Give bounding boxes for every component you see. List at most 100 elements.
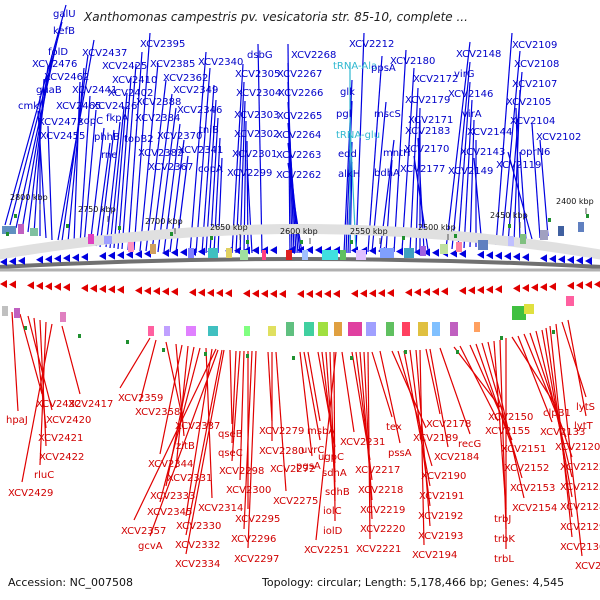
reverse-gene-label[interactable]: XCV2150 (488, 412, 533, 423)
forward-gene-label[interactable]: tniB (199, 125, 219, 136)
forward-gene-label[interactable]: XCV2171 (408, 115, 453, 126)
forward-gene-label[interactable]: XCV2472 (38, 117, 83, 128)
forward-gene-label[interactable]: oprN6 (520, 147, 550, 158)
forward-gene-label[interactable]: XCV2346 (177, 105, 222, 116)
forward-gene-label[interactable]: XCV2395 (140, 39, 185, 50)
forward-gene-label[interactable]: folD (48, 47, 68, 58)
reverse-gene-label[interactable]: XCV2190 (421, 471, 466, 482)
forward-gene-label[interactable]: XCV2212 (349, 39, 394, 50)
forward-gene-label[interactable]: XCV2455 (40, 131, 85, 142)
forward-gene-label[interactable]: XCV2304 (236, 88, 281, 99)
forward-gene-label[interactable]: XCV2367 (148, 162, 193, 173)
reverse-gene-label[interactable]: XCV2298 (219, 466, 264, 477)
reverse-gene-label[interactable]: XCV2279 (259, 426, 304, 437)
reverse-gene-label[interactable]: XCV2220 (360, 524, 405, 535)
reverse-gene-label[interactable]: lytS (576, 402, 595, 413)
reverse-gene-label[interactable]: XCV2359 (118, 393, 163, 404)
reverse-gene-label[interactable]: recG (458, 439, 481, 450)
forward-gene-label[interactable]: XCV2382 (138, 148, 183, 159)
reverse-gene-label[interactable]: XCV2357 (121, 526, 166, 537)
forward-gene-label[interactable]: XCV2149 (448, 166, 493, 177)
reverse-gene-label[interactable]: tex (386, 422, 402, 433)
reverse-gene-label[interactable]: XCV2125 (560, 482, 600, 493)
forward-gene-label[interactable]: XCV2341 (178, 145, 223, 156)
forward-gene-label[interactable]: mntH (383, 148, 411, 159)
forward-gene-label[interactable]: XCV2266 (278, 88, 323, 99)
forward-gene-label[interactable]: XCV2177 (400, 164, 445, 175)
reverse-gene-label[interactable]: XCV2421 (38, 433, 83, 444)
reverse-gene-label[interactable]: qseB (218, 429, 243, 440)
forward-gene-label[interactable]: XCV2107 (512, 79, 557, 90)
forward-gene-label[interactable]: xopC (78, 116, 103, 127)
reverse-gene-label[interactable]: XCV2191 (419, 491, 464, 502)
forward-gene-label[interactable]: XCV2303 (234, 110, 279, 121)
forward-gene-label[interactable]: XCV2402 (108, 88, 153, 99)
forward-gene-label[interactable]: XCV2146 (448, 89, 493, 100)
forward-gene-label[interactable]: fkpA (106, 113, 129, 124)
forward-gene-label[interactable]: XCV2388 (136, 97, 181, 108)
reverse-gene-label[interactable]: lytT (574, 421, 594, 432)
reverse-gene-label[interactable]: XCV2272 (270, 464, 315, 475)
reverse-gene-label[interactable]: sdhB (325, 487, 350, 498)
reverse-gene-label[interactable]: XCV2300 (226, 485, 271, 496)
forward-gene-label[interactable]: galU (53, 9, 76, 20)
forward-gene-label[interactable]: XCV2104 (510, 116, 555, 127)
reverse-gene-label[interactable]: msbA (307, 426, 335, 437)
forward-gene-label[interactable]: XCV2144 (467, 127, 512, 138)
reverse-gene-label[interactable]: XCV2337 (175, 421, 220, 432)
forward-gene-label[interactable]: XCV2183 (405, 126, 450, 137)
forward-gene-label[interactable]: XCV2441 (72, 85, 117, 96)
forward-gene-label[interactable]: dsbG (247, 50, 273, 61)
reverse-gene-label[interactable]: pssA (388, 448, 412, 459)
reverse-gene-label[interactable]: XCV2189 (413, 433, 458, 444)
reverse-gene-label[interactable]: trbJ (494, 514, 511, 525)
forward-gene-label[interactable]: XCV2465 (56, 101, 101, 112)
reverse-gene-label[interactable]: XCV2345 (147, 507, 192, 518)
reverse-gene-label[interactable]: XCV2358 (135, 407, 180, 418)
reverse-gene-label[interactable]: pgsA (296, 461, 321, 472)
forward-gene-label[interactable]: XCV2349 (173, 85, 218, 96)
reverse-gene-label[interactable]: XCV2152 (504, 463, 549, 474)
forward-gene-label[interactable]: XCV2172 (413, 74, 458, 85)
forward-gene-label[interactable]: XCV2362 (163, 73, 208, 84)
reverse-gene-label[interactable]: XCV2184 (434, 452, 479, 463)
reverse-gene-label[interactable]: trbL (494, 554, 514, 565)
forward-gene-label[interactable]: edd (338, 149, 357, 160)
reverse-gene-label[interactable]: iolC (323, 506, 342, 517)
forward-gene-label[interactable]: XCV2180 (390, 56, 435, 67)
reverse-gene-label[interactable]: XCV2344 (148, 459, 193, 470)
forward-gene-label[interactable]: XCV2148 (456, 49, 501, 60)
forward-gene-label[interactable]: glk (340, 87, 355, 98)
forward-gene-label[interactable]: XCV2108 (514, 59, 559, 70)
forward-gene-label[interactable]: alkH (338, 169, 360, 180)
reverse-gene-label[interactable]: XCV2251 (304, 545, 349, 556)
forward-gene-label[interactable]: XCV2410 (112, 75, 157, 86)
forward-gene-label[interactable]: pgl (336, 109, 351, 120)
forward-gene-label[interactable]: cmk (18, 101, 39, 112)
forward-gene-label[interactable]: XCV2462 (44, 72, 89, 83)
forward-gene-label[interactable]: XCV2305 (235, 69, 280, 80)
reverse-gene-label[interactable]: XCV2151 (501, 444, 546, 455)
forward-gene-label[interactable]: XCV2179 (405, 95, 450, 106)
forward-gene-label[interactable]: mscS (374, 109, 401, 120)
forward-gene-label[interactable]: tRNA-Ala (333, 61, 377, 72)
reverse-gene-label[interactable]: XCV2280 (259, 446, 304, 457)
forward-gene-label[interactable]: kefB (53, 26, 75, 37)
forward-gene-label[interactable]: ppsA (371, 63, 396, 74)
reverse-gene-label[interactable]: XCV2420 (46, 415, 91, 426)
forward-gene-label[interactable]: copA (198, 164, 223, 175)
reverse-gene-label[interactable]: XCV2178 (426, 419, 471, 430)
forward-gene-label[interactable]: XCV2109 (512, 40, 557, 51)
forward-gene-label[interactable]: guaB (36, 85, 62, 96)
reverse-gene-label[interactable]: XCV2333 (150, 491, 195, 502)
reverse-gene-label[interactable]: XCV2332 (175, 540, 220, 551)
forward-gene-label[interactable]: XCV2170 (404, 144, 449, 155)
reverse-gene-label[interactable]: XCV2314 (198, 503, 243, 514)
reverse-gene-label[interactable]: trbK (494, 534, 515, 545)
reverse-gene-label[interactable]: uvrC (301, 445, 324, 456)
reverse-gene-label[interactable]: XCV2297 (234, 554, 279, 565)
forward-gene-label[interactable]: XCV2263 (276, 150, 321, 161)
forward-gene-label[interactable]: tRNA-glu (336, 130, 380, 141)
reverse-gene-label[interactable]: XCV2296 (231, 534, 276, 545)
forward-gene-label[interactable]: XCV2370 (157, 131, 202, 142)
